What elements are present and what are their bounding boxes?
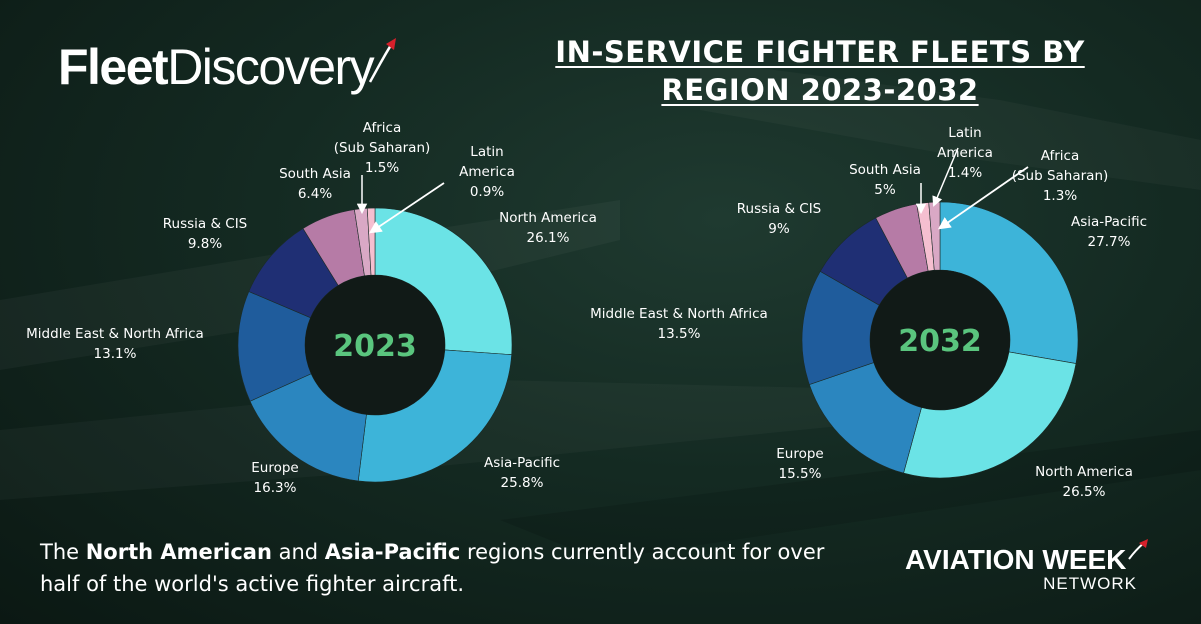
center-year-label: 2023 xyxy=(333,329,417,364)
label-arrow xyxy=(937,166,1029,230)
slice-label-africa-sub-saharan: Africa (Sub Saharan) 1.5% xyxy=(334,120,431,176)
slice-label-south-asia: South Asia 5% xyxy=(849,162,921,198)
slice-label-asia-pacific: Asia-Pacific 25.8% xyxy=(484,455,560,491)
aw-logo-main: AVIATION WEEK xyxy=(905,544,1127,575)
center-year-label: 2032 xyxy=(898,324,982,359)
slice-label-europe: Europe 15.5% xyxy=(776,446,823,482)
slice-label-africa-sub-saharan: Africa (Sub Saharan) 1.3% xyxy=(1012,148,1109,204)
title-line-1: IN-SERVICE FIGHTER FLEETS BY xyxy=(555,35,1085,69)
slice-label-latin-america: Latin America 0.9% xyxy=(459,144,515,200)
label-pointer-line xyxy=(932,147,959,207)
caption: The North American and Asia-Pacific regi… xyxy=(40,536,840,600)
caption-part-1: The xyxy=(40,540,86,564)
caption-part-2: and xyxy=(271,540,325,564)
donut-chart-2023: North America 26.1% Asia-Pacific 25.8% Europ… xyxy=(26,120,597,496)
logo-text-bold: Fleet xyxy=(58,39,169,95)
slice-label-middle-east-north-africa: Middle East & North Africa 13.5% xyxy=(590,306,768,342)
aw-arrow-icon xyxy=(1128,539,1148,560)
fleet-discovery-logo: Fleet Discovery xyxy=(58,32,397,92)
page-title: IN-SERVICE FIGHTER FLEETS BY REGION 2023… xyxy=(520,33,1120,109)
logo-arrow-icon xyxy=(369,38,397,83)
slice-label-europe: Europe 16.3% xyxy=(251,460,298,496)
slice-label-russia-cis: Russia & CIS 9% xyxy=(737,201,822,237)
slice-label-north-america: North America 26.1% xyxy=(499,210,597,246)
caption-bold-1: North American xyxy=(85,540,272,564)
slice-label-south-asia: South Asia 6.4% xyxy=(279,166,351,202)
slice-label-asia-pacific: Asia-Pacific 27.7% xyxy=(1071,214,1147,250)
title-line-2: REGION 2023-2032 xyxy=(661,73,979,107)
caption-bold-2: Asia-Pacific xyxy=(324,540,461,564)
donut-center xyxy=(305,275,445,415)
logo-text-thin: Discovery xyxy=(167,39,374,95)
slice-label-north-america: North America 26.5% xyxy=(1035,464,1133,500)
aw-logo-sub: NETWORK xyxy=(1043,574,1137,593)
slice-label-russia-cis: Russia & CIS 9.8% xyxy=(163,216,248,252)
donut-center xyxy=(870,270,1010,410)
donut-chart-2032: Asia-Pacific 27.7% North America 26.5% Europ… xyxy=(590,125,1147,500)
aviation-week-logo: AVIATION WEEK NETWORK xyxy=(905,539,1148,593)
label-arrow xyxy=(368,182,445,234)
slice-label-middle-east-north-africa: Middle East & North Africa 13.1% xyxy=(26,326,204,362)
slice-label-latin-america: Latin America 1.4% xyxy=(937,125,993,181)
caption-part-3: regions currently account for over half … xyxy=(40,540,825,596)
